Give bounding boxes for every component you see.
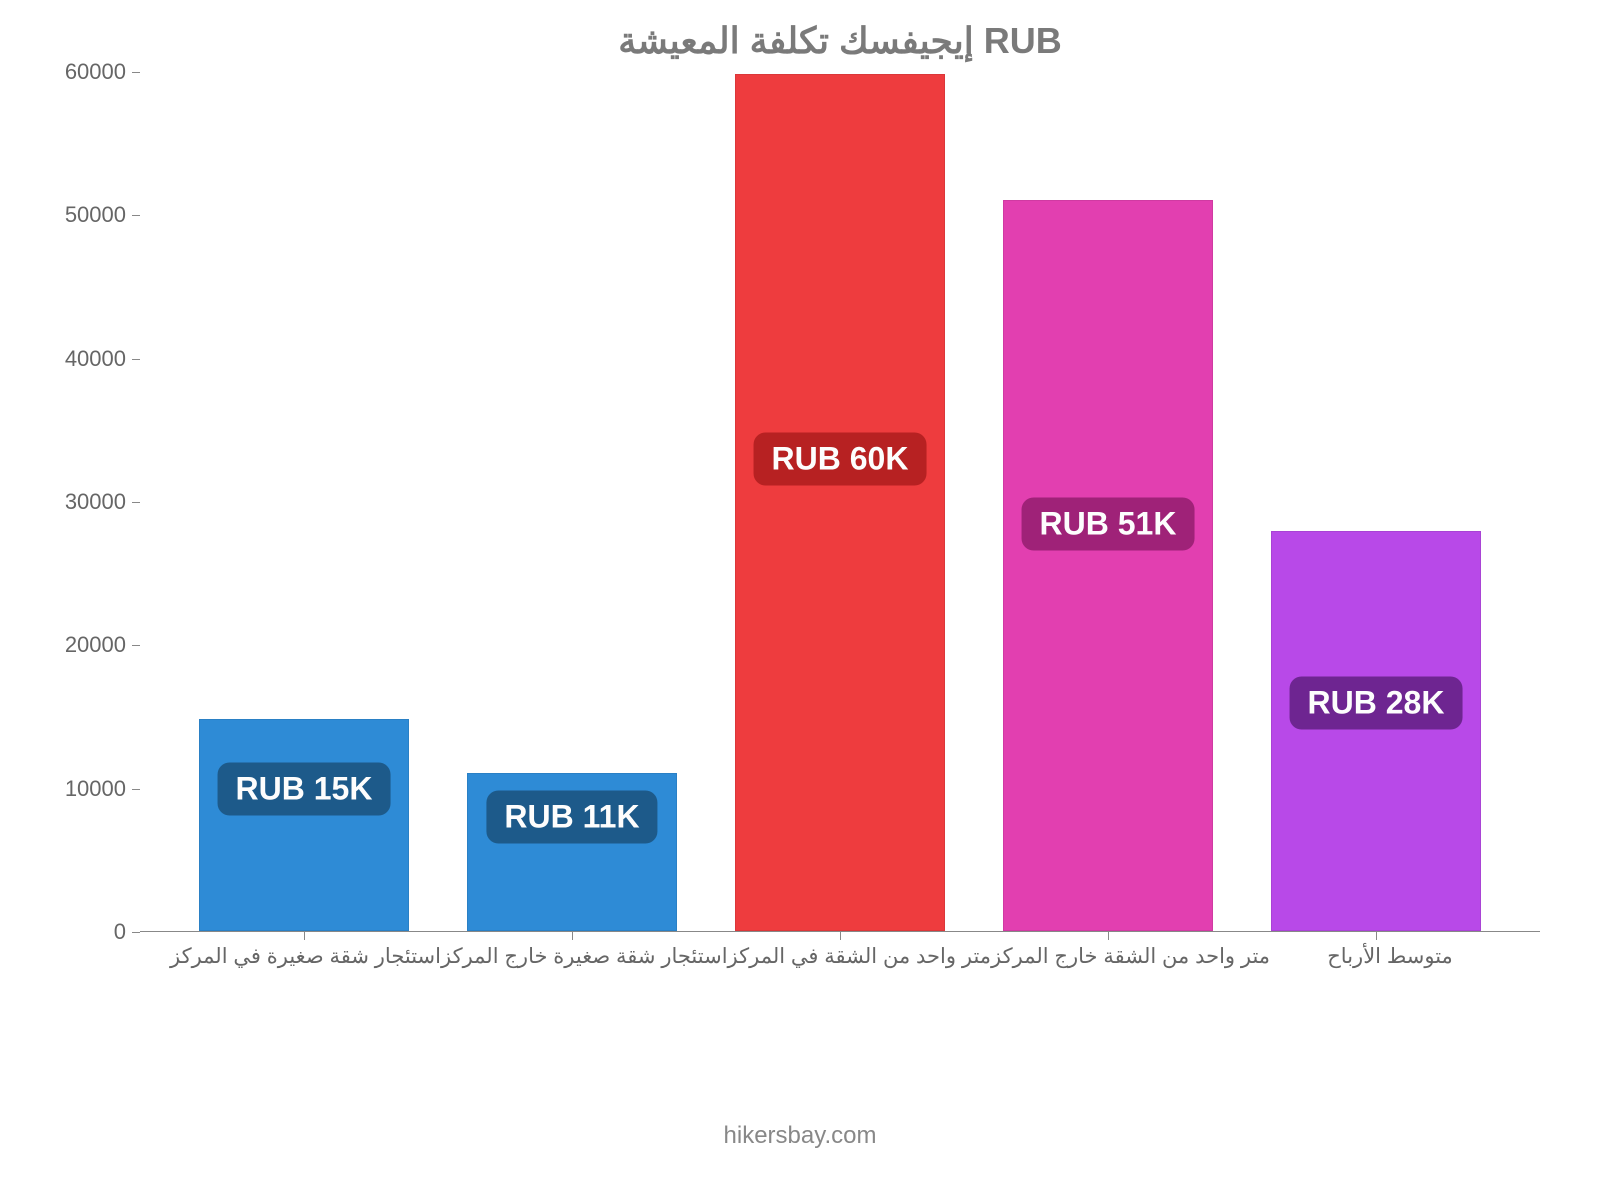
y-tick-label: 0 — [114, 919, 126, 945]
y-tick-label: 30000 — [65, 489, 126, 515]
x-label: استئجار شقة صغيرة خارج المركز — [441, 944, 728, 969]
bar — [735, 74, 944, 931]
chart-title: إيجيفسك تكلفة المعيشة RUB — [140, 20, 1540, 62]
y-tick-label: 60000 — [65, 59, 126, 85]
bar — [1003, 200, 1212, 931]
bars-container: RUB 15K RUB 11K RUB 60K RUB 51K RUB 28K — [140, 72, 1540, 931]
bar — [199, 719, 408, 931]
y-tick — [132, 215, 140, 216]
bar-slot: RUB 11K — [438, 72, 706, 931]
y-tick — [132, 359, 140, 360]
value-badge: RUB 51K — [1022, 497, 1195, 550]
bar — [1271, 531, 1480, 931]
y-tick-label: 20000 — [65, 632, 126, 658]
y-tick — [132, 645, 140, 646]
bar-slot: RUB 51K — [974, 72, 1242, 931]
y-tick-label: 40000 — [65, 346, 126, 372]
bar-slot: RUB 15K — [170, 72, 438, 931]
plot-area: 0100002000030000400005000060000 RUB 15KR… — [140, 72, 1540, 932]
value-badge: RUB 60K — [754, 433, 927, 486]
y-tick — [132, 789, 140, 790]
x-label: استئجار شقة صغيرة في المركز — [170, 944, 441, 969]
y-tick-label: 50000 — [65, 202, 126, 228]
y-tick-label: 10000 — [65, 776, 126, 802]
value-badge: RUB 11K — [486, 791, 657, 844]
bar-slot: RUB 28K — [1242, 72, 1510, 931]
cost-of-living-chart: إيجيفسك تكلفة المعيشة RUB 01000020000300… — [0, 0, 1600, 1200]
x-label: متر واحد من الشقة خارج المركز — [991, 944, 1270, 969]
value-badge: RUB 15K — [218, 762, 391, 815]
attribution: hikersbay.com — [0, 1122, 1600, 1150]
x-label: متر واحد من الشقة في المركز — [728, 944, 992, 969]
bar-slot: RUB 60K — [706, 72, 974, 931]
y-tick — [132, 932, 140, 933]
y-tick — [132, 72, 140, 73]
x-label: متوسط الأرباح — [1270, 944, 1510, 969]
value-badge: RUB 28K — [1290, 676, 1463, 729]
y-tick — [132, 502, 140, 503]
